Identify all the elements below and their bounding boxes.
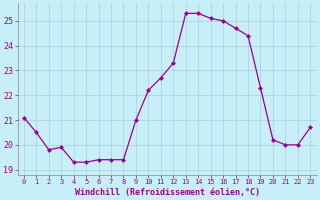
X-axis label: Windchill (Refroidissement éolien,°C): Windchill (Refroidissement éolien,°C) <box>75 188 260 197</box>
